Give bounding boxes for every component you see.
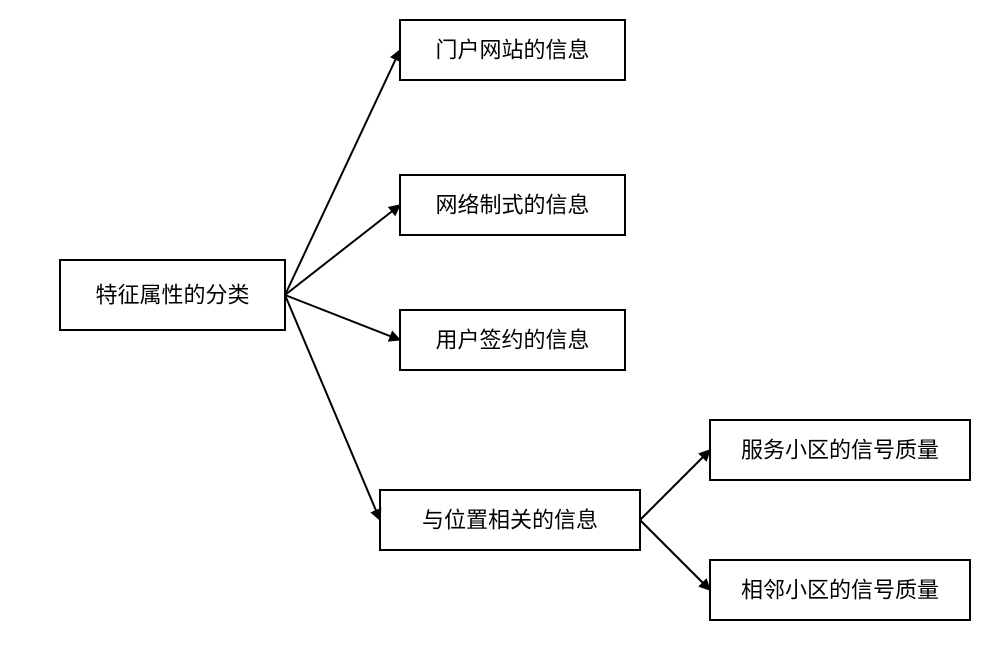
- node-n4a: 服务小区的信号质量: [710, 420, 970, 480]
- node-label: 特征属性的分类: [95, 283, 249, 308]
- edge-n4-n4b: [640, 520, 710, 590]
- node-label: 用户签约的信息: [435, 328, 589, 353]
- edge-root-n1: [285, 50, 400, 295]
- node-n4: 与位置相关的信息: [380, 490, 640, 550]
- edge-root-n2: [285, 205, 400, 295]
- edge-n4-n4a: [640, 450, 710, 520]
- node-label: 与位置相关的信息: [422, 508, 598, 533]
- node-label: 服务小区的信号质量: [741, 438, 939, 463]
- node-label: 网络制式的信息: [435, 193, 589, 218]
- node-label: 相邻小区的信号质量: [741, 578, 939, 603]
- node-n4b: 相邻小区的信号质量: [710, 560, 970, 620]
- edge-root-n4: [285, 295, 380, 520]
- node-n1: 门户网站的信息: [400, 20, 625, 80]
- diagram-canvas: 特征属性的分类 门户网站的信息网络制式的信息用户签约的信息与位置相关的信息 服务小区…: [0, 0, 1000, 649]
- node-n2: 网络制式的信息: [400, 175, 625, 235]
- node-root: 特征属性的分类: [60, 260, 285, 330]
- node-n3: 用户签约的信息: [400, 310, 625, 370]
- node-label: 门户网站的信息: [435, 38, 589, 63]
- edge-root-n3: [285, 295, 400, 340]
